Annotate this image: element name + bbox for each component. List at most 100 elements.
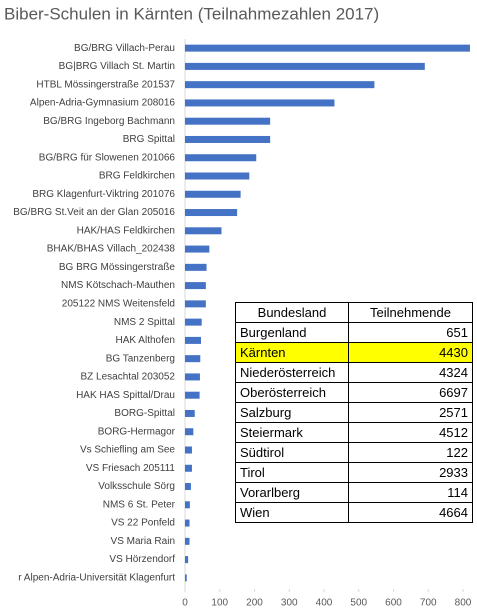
bar [185,409,195,417]
table-cell: Südtirol [235,442,349,463]
y-tick-label: BHAK/BHAS Villach_202438 [47,244,176,255]
y-tick-label: VS Maria Rain [111,536,175,547]
x-tick-label: 500 [350,598,367,609]
table-cell: Vorarlberg [235,482,349,503]
y-tick-label: Volksschule Sörg [98,481,175,492]
table-cell: 114 [348,482,473,503]
y-tick-label: VS Hörzendorf [109,554,175,565]
bar [185,446,192,454]
bar [185,154,257,162]
bar [185,117,271,125]
table-cell: Burgenland [235,322,349,343]
bar [185,556,189,564]
table-cell: Tirol [235,462,349,483]
y-tick-label: BORG-Hermagor [98,426,176,437]
x-tick-label: 700 [420,598,437,609]
table-row: Burgenland 651 [235,322,473,343]
table-row: Steiermark 4512 [235,422,473,443]
y-tick-label: BG/BRG Ingeborg Bachmann [43,116,175,127]
table-row: Niederösterreich 4324 [235,362,473,383]
bar [185,483,191,491]
table-row: Tirol 2933 [235,462,473,483]
y-tick-label: BRG Feldkirchen [99,171,175,182]
table-cell: Wien [235,502,349,523]
summary-table: Bundesland Teilnehmende Burgenland 651 Kärnt… [235,302,473,523]
bar [185,428,194,436]
x-tick-label: 100 [211,598,228,609]
table-cell: Steiermark [235,422,349,443]
table-cell: Niederösterreich [235,362,349,383]
chart-title: Biber-Schulen in Kärnten (Teilnahmezahle… [4,4,379,23]
bar [185,501,190,509]
y-tick-label: VS Friesach 205111 [86,463,176,474]
table-cell: Bundesland [235,302,349,323]
bar [185,99,335,107]
bar [185,537,190,545]
y-tick-label: r Alpen-Adria-Universität Klagenfurt [18,573,175,584]
bar [185,318,202,326]
x-tick-label: 200 [246,598,263,609]
table-cell: 651 [348,322,473,343]
bar [185,391,200,399]
table-row: Salzburg 2571 [235,402,473,423]
y-tick-label: 205122 NMS Weitensfeld [62,299,175,310]
bar [185,81,375,89]
y-tick-label: BG/BRG St.Veit an der Glan 205016 [13,207,175,218]
table-cell: Oberösterreich [235,382,349,403]
y-tick-label: BZ Lesachtal 203052 [80,372,175,383]
bar [185,209,238,217]
bar [185,227,222,235]
bar [185,172,250,180]
x-tick-label: 600 [385,598,402,609]
bar [185,135,271,143]
y-tick-label: BG|BRG Villach St. Martin [59,61,175,72]
bar [185,300,206,308]
bar [185,336,201,344]
y-tick-label: VS 22 Ponfeld [111,518,175,529]
x-tick-label: 300 [281,598,298,609]
bar [185,190,241,198]
table-row: Oberösterreich 6697 [235,382,473,403]
y-tick-label: HAK/HAS Feldkirchen [77,225,175,236]
y-tick-label: BRG Spittal [123,134,175,145]
y-tick-label: Alpen-Adria-Gymnasium 208016 [30,98,176,109]
bar [185,519,190,527]
table-cell: Teilnehmende [348,302,473,323]
y-tick-label: BG BRG Mössingerstraße [59,262,176,273]
bar [185,373,200,381]
table-row: Bundesland Teilnehmende [235,302,473,323]
bar [185,464,192,472]
y-tick-label: HAK HAS Spittal/Drau [76,390,175,401]
bar [185,62,425,70]
y-tick-label: NMS 6 St. Peter [103,499,176,510]
y-tick-label: BG Tanzenberg [106,353,175,364]
bar [185,355,201,363]
x-tick-label: 400 [316,598,333,609]
table-cell: 4430 [348,342,473,363]
bar [185,263,207,271]
y-tick-label: HAK Althofen [116,335,175,346]
y-tick-label: NMS Kötschach-Mauthen [61,280,175,291]
table-cell: Kärnten [235,342,349,363]
table-cell: Salzburg [235,402,349,423]
bar [185,282,206,290]
table-cell: 4664 [348,502,473,523]
y-tick-label: BG/BRG für Slowenen 201066 [39,152,176,163]
y-tick-label: BORG-Spittal [114,408,175,419]
y-tick-label: Vs Schiefling am See [80,445,175,456]
x-tick-label: 800 [455,598,472,609]
table-row: Wien 4664 [235,502,473,523]
bar [185,574,187,582]
y-tick-label: BG/BRG Villach-Perau [74,43,175,54]
table-cell: 2933 [348,462,473,483]
x-tick-label: 0 [182,598,188,609]
table-cell: 122 [348,442,473,463]
table-cell: 4324 [348,362,473,383]
y-tick-label: HTBL Mössingerstraße 201537 [36,79,175,90]
bar [185,245,210,253]
table-cell: 6697 [348,382,473,403]
table-cell: 4512 [348,422,473,443]
table-row: Kärnten 4430 [235,342,473,363]
table-row: Südtirol 122 [235,442,473,463]
